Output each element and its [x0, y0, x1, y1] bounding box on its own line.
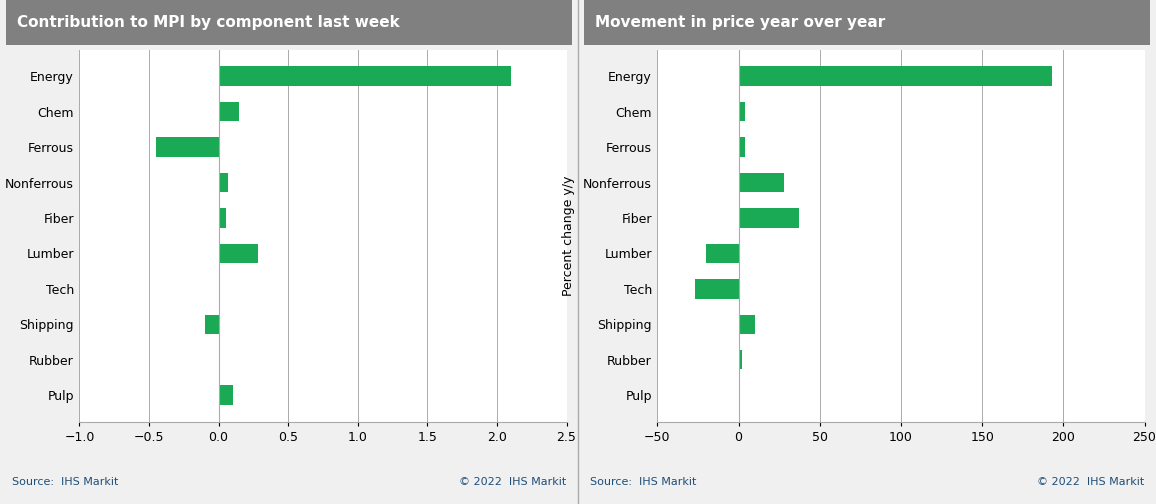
Bar [739, 350, 742, 369]
Bar [156, 138, 218, 157]
Bar [739, 102, 746, 121]
Text: © 2022  IHS Markit: © 2022 IHS Markit [1037, 477, 1144, 487]
Bar [218, 208, 225, 228]
Bar [739, 386, 740, 405]
Bar [205, 314, 218, 334]
Bar [218, 279, 220, 298]
Y-axis label: Percent change y/y: Percent change y/y [562, 175, 575, 296]
Bar [739, 208, 799, 228]
Bar [218, 173, 229, 193]
Text: Source:  IHS Markit: Source: IHS Markit [590, 477, 696, 487]
Bar [218, 350, 220, 369]
Bar [218, 67, 511, 86]
Bar [739, 138, 746, 157]
Bar [739, 173, 784, 193]
Text: © 2022  IHS Markit: © 2022 IHS Markit [459, 477, 566, 487]
Bar [739, 67, 1052, 86]
Bar [218, 243, 258, 263]
Bar [218, 386, 232, 405]
Text: Movement in price year over year: Movement in price year over year [595, 15, 885, 30]
Bar [695, 279, 739, 298]
Text: Source:  IHS Markit: Source: IHS Markit [12, 477, 118, 487]
Text: Contribution to MPI by component last week: Contribution to MPI by component last we… [17, 15, 400, 30]
Bar [739, 314, 755, 334]
Bar [218, 102, 239, 121]
Bar [706, 243, 739, 263]
